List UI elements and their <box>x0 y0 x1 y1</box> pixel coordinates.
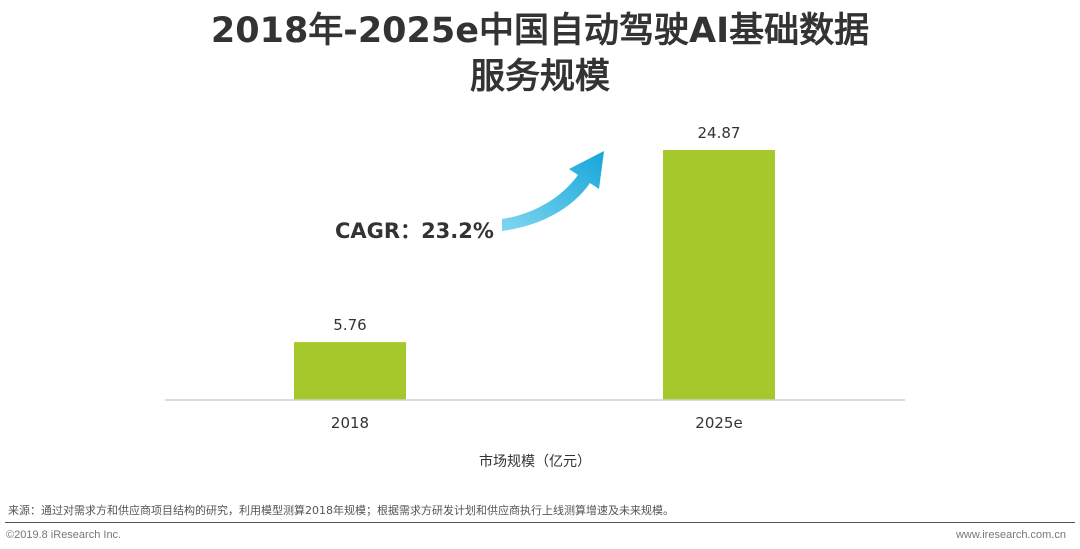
tick-label-2018: 2018 <box>331 414 369 432</box>
value-label-2018: 5.76 <box>333 316 366 334</box>
copyright-text: ©2019.8 iResearch Inc. <box>6 529 122 541</box>
source-note: 来源：通过对需求方和供应商项目结构的研究，利用模型测算2018年规模；根据需求方… <box>8 504 674 517</box>
arrow-shape <box>502 151 604 231</box>
bar-2018 <box>294 342 406 400</box>
chart-title: 2018年-2025e中国自动驾驶AI基础数据 服务规模 <box>0 8 1080 100</box>
chart-title-line-2: 服务规模 <box>469 57 610 97</box>
x-axis-label: 市场规模（亿元） <box>479 453 591 470</box>
tick-label-2025e: 2025e <box>695 414 742 432</box>
footer-divider <box>5 522 1075 523</box>
bar-2025e <box>663 150 775 400</box>
chart-title-line-1: 2018年-2025e中国自动驾驶AI基础数据 <box>210 11 870 51</box>
growth-arrow <box>502 151 604 231</box>
cagr-annotation: CAGR：23.2% <box>335 219 494 243</box>
website-text: www.iresearch.com.cn <box>955 529 1066 541</box>
value-label-2025e: 24.87 <box>698 124 741 142</box>
